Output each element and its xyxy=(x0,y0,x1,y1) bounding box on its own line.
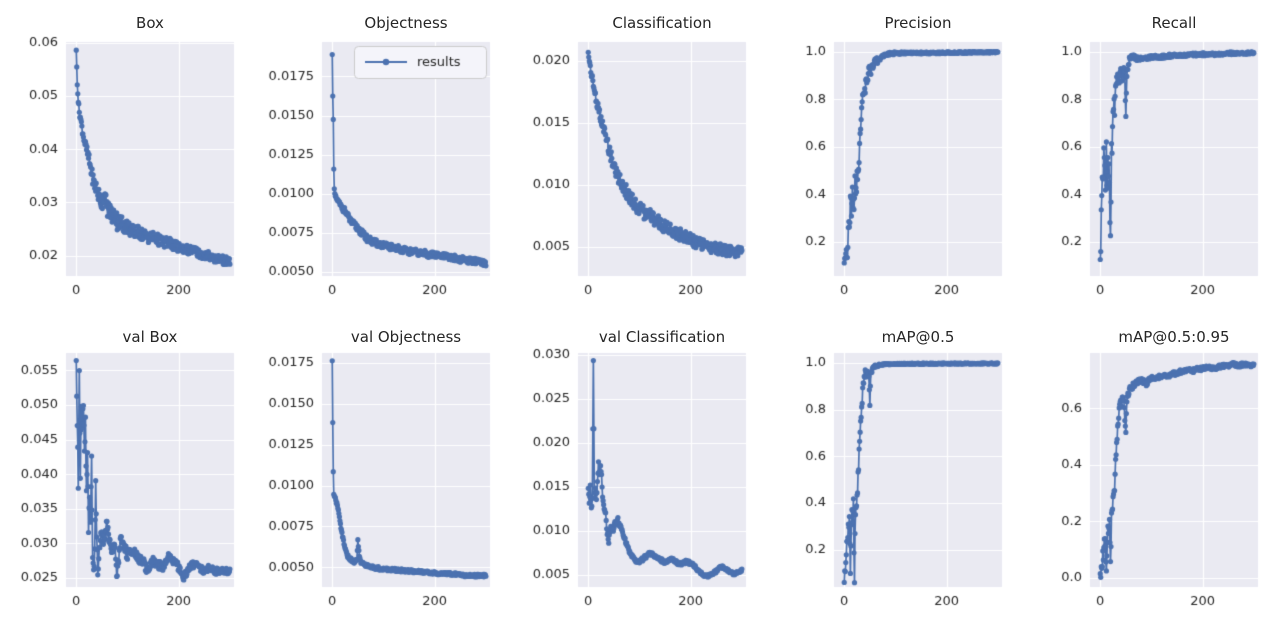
subplot-recall: Recall xyxy=(1024,0,1280,320)
subplot-box: Box xyxy=(0,0,256,320)
subplot-val-box: val Box xyxy=(0,320,256,640)
precision-plot xyxy=(768,0,1024,320)
subplot-objectness: Objectness xyxy=(256,0,512,320)
subplot-map50: mAP@0.5 xyxy=(768,320,1024,640)
val-objectness-loss-plot xyxy=(256,320,512,640)
val-classification-loss-plot xyxy=(512,320,768,640)
subplot-val-objectness: val Objectness xyxy=(256,320,512,640)
val-box-loss-plot xyxy=(0,320,256,640)
map50-plot xyxy=(768,320,1024,640)
objectness-loss-plot xyxy=(256,0,512,320)
subplot-precision: Precision xyxy=(768,0,1024,320)
subplot-map50-95: mAP@0.5:0.95 xyxy=(1024,320,1280,640)
recall-plot xyxy=(1024,0,1280,320)
map50-95-plot xyxy=(1024,320,1280,640)
classification-loss-plot xyxy=(512,0,768,320)
subplot-val-classification: val Classification xyxy=(512,320,768,640)
box-loss-plot xyxy=(0,0,256,320)
subplot-classification: Classification xyxy=(512,0,768,320)
